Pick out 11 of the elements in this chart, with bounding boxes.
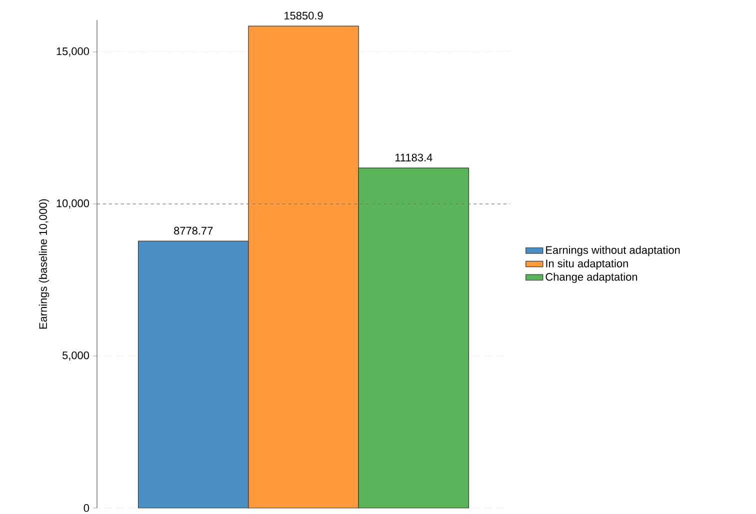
legend-label: In situ adaptation bbox=[546, 259, 628, 270]
legend-label: Change adaptation bbox=[546, 272, 638, 283]
y-axis-title: Earnings (baseline 10,000) bbox=[38, 199, 50, 329]
legend-label: Earnings without adaptation bbox=[546, 246, 680, 256]
y-tick-label: 5,000 bbox=[62, 351, 90, 361]
y-tick-label: 15,000 bbox=[56, 47, 90, 56]
data-label: 11183.4 bbox=[395, 154, 432, 162]
data-label: 8778.77 bbox=[174, 226, 213, 235]
data-label: 15850.9 bbox=[284, 12, 323, 20]
y-tick-label: 10,000 bbox=[56, 199, 90, 208]
y-tick-label: 0 bbox=[84, 504, 90, 512]
